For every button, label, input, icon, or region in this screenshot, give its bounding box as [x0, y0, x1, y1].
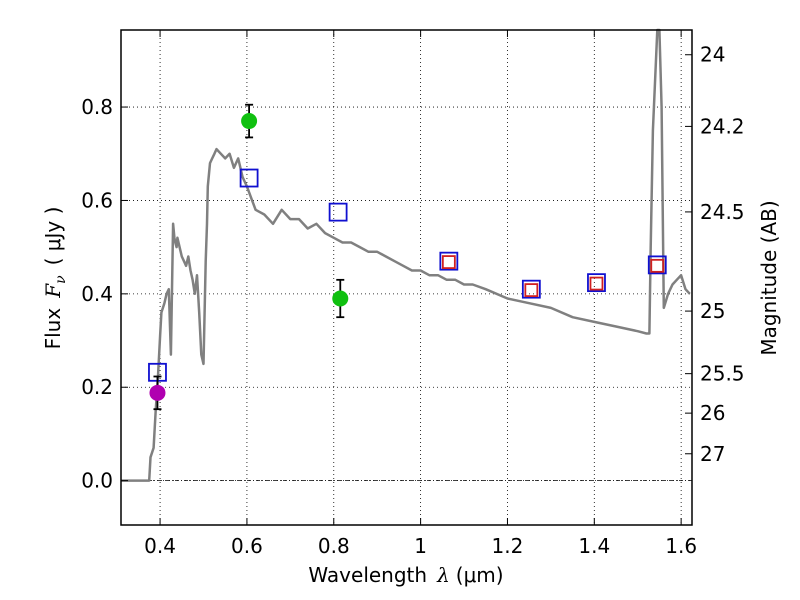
detection-point [149, 384, 166, 401]
model-photometry-square [521, 279, 541, 299]
detection-point [241, 113, 258, 130]
y-tick-label: 0.6 [81, 188, 113, 212]
y2-axis-label: Magnitude (AB) [757, 200, 781, 355]
x-tick-label: 0.4 [144, 534, 176, 558]
sed-model-line [121, 28, 691, 482]
y-axis-label: Flux Fν ( μJy ) [41, 207, 69, 350]
plot-background [121, 30, 692, 525]
y2-tick-label: 24 [700, 43, 725, 67]
y-axis-label-unit: ( μJy ) [41, 207, 65, 266]
y-tick-label: 0.8 [81, 95, 113, 119]
y-tick-label: 0.0 [81, 469, 113, 493]
x-tick-label: 0.6 [231, 534, 263, 558]
y-axis-label-symbol: F [41, 283, 65, 299]
y2-axis: 24 24.2 24.5 25 25.5 26 27 [685, 43, 745, 466]
model-photometry-square [328, 202, 348, 222]
plot-frame [120, 29, 693, 526]
y2-tick-label: 26 [700, 401, 725, 425]
y-tick-label: 0.4 [81, 282, 113, 306]
observed-square [441, 255, 456, 269]
y2-tick-label: 25 [700, 299, 725, 323]
y2-tick-label: 25.5 [700, 362, 745, 386]
x-axis-label-symbol: λ [436, 563, 450, 587]
model-photometry-square [587, 273, 606, 293]
observed-square [524, 283, 539, 298]
y-tick-label: 0.2 [81, 375, 113, 399]
x-tick-label: 1.4 [578, 534, 610, 558]
series-layer [121, 28, 691, 482]
y2-tick-label: 24.2 [700, 114, 745, 138]
y-axis: 0.0 0.2 0.4 0.6 0.8 [81, 95, 128, 493]
x-axis-label: Wavelength λ (μm) [308, 563, 503, 587]
model-photometry-square [439, 251, 459, 271]
x-tick-label: 0.8 [318, 534, 350, 558]
x-axis-label-text: Wavelength [308, 563, 427, 587]
y2-tick-label: 24.5 [700, 200, 745, 224]
x-tick-label: 1 [414, 534, 427, 558]
x-axis: 0.4 0.6 0.8 1 1.2 1.4 1.6 [144, 30, 697, 558]
y-axis-label-text: Flux [41, 308, 65, 350]
x-tick-label: 1.6 [665, 534, 697, 558]
x-axis-label-unit: (μm) [456, 563, 504, 587]
y2-tick-label: 27 [700, 442, 725, 466]
model-photometry-square [239, 168, 259, 188]
observed-square [589, 276, 604, 291]
detection-point [332, 290, 349, 307]
observed-square [650, 258, 665, 273]
grid-lines [121, 30, 692, 525]
x-tick-label: 1.2 [492, 534, 524, 558]
y-axis-label-subscript: ν [53, 275, 69, 284]
model-photometry-square [647, 255, 667, 275]
